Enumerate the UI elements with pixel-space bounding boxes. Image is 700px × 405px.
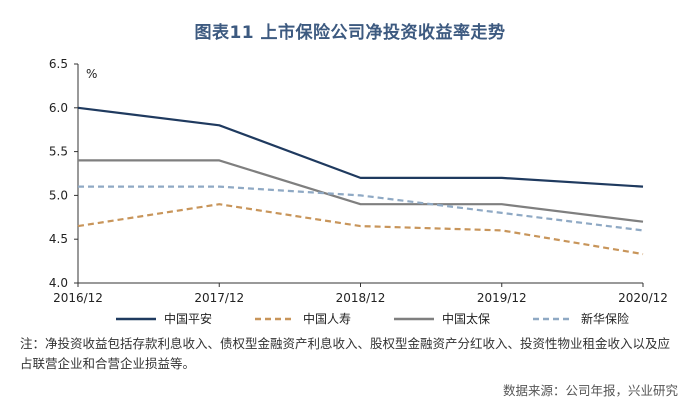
x-tick-label: 2019/12 xyxy=(477,291,527,305)
x-tick-label: 2016/12 xyxy=(53,291,103,305)
y-tick-label: 4.0 xyxy=(49,276,68,290)
series-layer xyxy=(77,106,644,256)
y-tick-label: 4.5 xyxy=(49,232,68,246)
legend-label-2: 中国人寿 xyxy=(303,311,351,326)
y-axis-unit: % xyxy=(86,67,97,81)
series-line-1 xyxy=(77,106,644,188)
y-tick-label: 5.0 xyxy=(49,188,68,202)
legend-label-3: 中国太保 xyxy=(442,311,490,326)
chart-title: 图表11 上市保险公司净投资收益率走势 xyxy=(194,23,506,43)
legend-label-1: 中国平安 xyxy=(164,311,212,326)
x-tick-label: 2020/12 xyxy=(618,291,668,305)
y-tick-label: 5.5 xyxy=(49,145,68,159)
footnote: 注：净投资收益包括存款利息收入、债权型金融资产利息收入、股权型金融资产分红收入、… xyxy=(20,336,671,371)
chart-axes: 4.0 4.5 5.0 5.5 6.0 6.5% 2016/12 2017/12 2018/12… xyxy=(49,57,668,305)
x-tick-label: 2017/12 xyxy=(194,291,244,305)
y-tick-label: 6.5 xyxy=(49,57,68,71)
x-tick-label: 2018/12 xyxy=(336,291,386,305)
data-source: 数据来源：公司年报，兴业研究 xyxy=(502,383,678,398)
legend-label-4: 新华保险 xyxy=(581,311,629,326)
y-tick-label: 6.0 xyxy=(49,101,68,115)
series-line-4 xyxy=(78,185,644,232)
chart-legend: 中国平安 中国人寿 中国太保 新华保险 xyxy=(116,311,629,326)
